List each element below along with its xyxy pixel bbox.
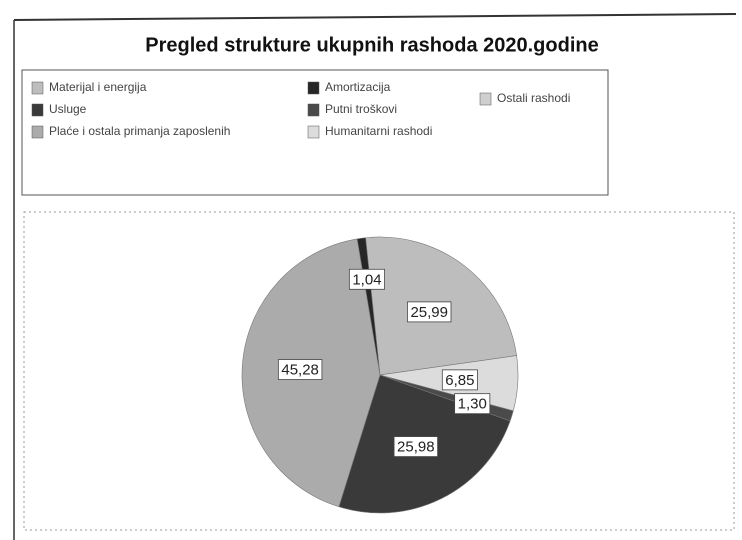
data-label-box [393,436,439,457]
legend-label: Plaće i ostala primanja zaposlenih [49,124,230,138]
data-label: 25,98 [397,439,435,456]
legend-label: Usluge [49,102,87,116]
chart-title: Pregled strukture ukupnih rashoda 2020.g… [145,34,598,56]
data-label-group: 25,98 [393,436,439,457]
plot-area [23,211,735,531]
legend-swatch [479,92,492,106]
legend-swatch [31,81,44,95]
data-label-box [454,393,491,415]
legend-label: Materijal i energija [49,80,147,94]
data-label-box [277,359,323,380]
legend-label: Ostali rashodi [497,91,570,105]
data-label-box [348,268,385,290]
legend-swatch [307,81,320,95]
data-label: 1,30 [458,396,487,413]
data-label: 45,28 [281,362,319,379]
legend-swatch [31,103,44,117]
legend-swatch [307,125,320,139]
legend-swatch [307,103,320,117]
data-label-group: 6,85 [441,369,478,391]
data-label-group: 25,99 [407,301,452,323]
data-label-group: 1,30 [454,393,491,415]
data-label-group: 1,04 [348,268,385,290]
data-label: 1,04 [352,271,381,288]
data-label-group: 45,28 [277,359,323,380]
legend-label: Humanitarni rashodi [325,124,432,138]
legend-box [21,69,609,196]
data-label-box [407,301,452,323]
top-rule [13,13,737,21]
legend-label: Amortizacija [325,80,391,94]
legend-label: Putni troškovi [325,102,397,116]
data-label: 25,99 [410,304,448,321]
data-label: 6,85 [445,372,474,389]
legend-swatch [31,125,44,139]
data-label-box [441,369,478,391]
